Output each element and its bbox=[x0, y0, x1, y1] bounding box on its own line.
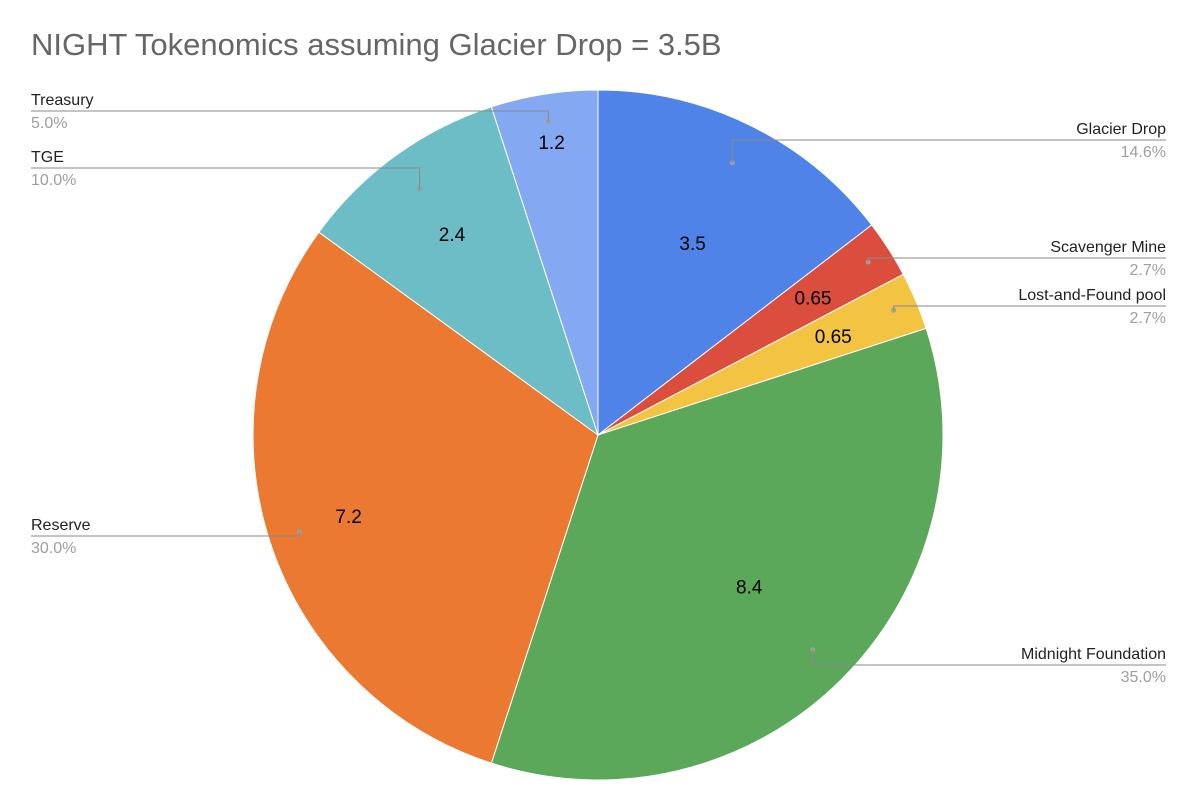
pie-slice-midnight-foundation bbox=[490, 327, 944, 781]
callout-name-treasury: Treasury bbox=[31, 92, 94, 109]
callout-name-lost-and-found-pool: Lost-and-Found pool bbox=[1018, 287, 1166, 304]
slice-value-label-scavenger-mine: 0.65 bbox=[795, 288, 832, 309]
callout-percent-scavenger-mine: 2.7% bbox=[1130, 262, 1166, 279]
callout-name-glacier-drop: Glacier Drop bbox=[1076, 121, 1166, 138]
callout-name-midnight-foundation: Midnight Foundation bbox=[1021, 646, 1166, 663]
callout-percent-reserve: 30.0% bbox=[31, 540, 76, 557]
callout-line-tge bbox=[31, 167, 421, 190]
callout-percent-lost-and-found-pool: 2.7% bbox=[1130, 310, 1166, 327]
callout-name-reserve: Reserve bbox=[31, 517, 91, 534]
pie-slice-treasury bbox=[490, 89, 599, 436]
slice-value-label-reserve: 7.2 bbox=[335, 507, 361, 528]
slice-value-label-treasury: 1.2 bbox=[538, 133, 564, 154]
callout-line-treasury bbox=[31, 110, 549, 122]
pie-slice-tge bbox=[318, 106, 599, 437]
pie-slice-reserve bbox=[252, 231, 599, 764]
callout-name-tge: TGE bbox=[31, 149, 64, 166]
callout-name-scavenger-mine: Scavenger Mine bbox=[1050, 239, 1166, 256]
chart-title: NIGHT Tokenomics assuming Glacier Drop =… bbox=[31, 27, 722, 62]
slice-value-label-glacier-drop: 3.5 bbox=[679, 234, 705, 255]
slice-value-label-midnight-foundation: 8.4 bbox=[736, 577, 763, 598]
callout-line-lost-and-found-pool bbox=[893, 305, 1166, 311]
slice-value-label-lost-and-found-pool: 0.65 bbox=[815, 327, 852, 348]
callout-percent-tge: 10.0% bbox=[31, 172, 76, 189]
callout-line-scavenger-mine bbox=[867, 257, 1166, 263]
labels-layer: 3.5 0.65 0.65 8.4 7.2 2.4 1.2 bbox=[335, 133, 851, 598]
callout-line-reserve bbox=[31, 532, 300, 537]
slice-value-label-tge: 2.4 bbox=[439, 225, 466, 246]
callout-line-midnight-foundation bbox=[812, 649, 1166, 666]
callout-percent-midnight-foundation: 35.0% bbox=[1121, 669, 1166, 686]
callouts-layer: Glacier Drop 14.6% Scavenger Mine 2.7% Lost-… bbox=[31, 92, 1166, 686]
pie-slice-glacier-drop bbox=[597, 89, 873, 437]
callout-percent-glacier-drop: 14.6% bbox=[1121, 144, 1166, 161]
slices-layer bbox=[252, 89, 944, 781]
callout-line-glacier-drop bbox=[731, 139, 1166, 163]
callout-percent-treasury: 5.0% bbox=[31, 115, 67, 132]
